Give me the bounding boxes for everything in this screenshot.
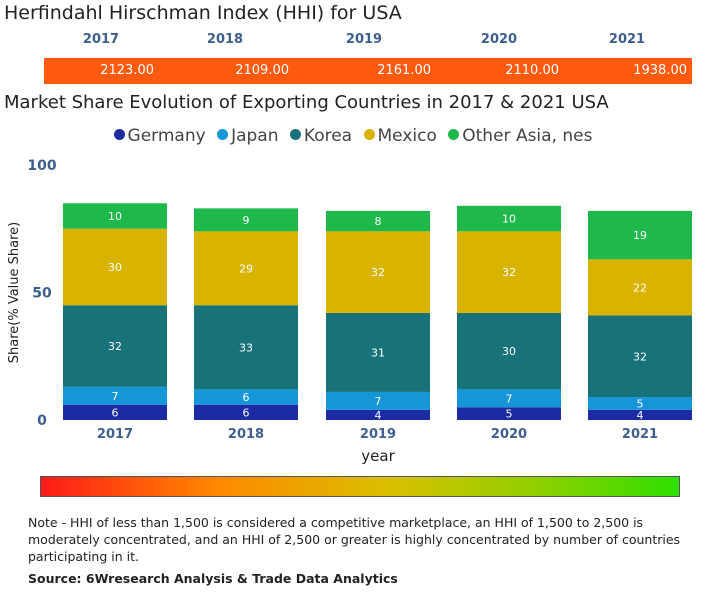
data-label: 31: [371, 346, 385, 359]
data-label: 30: [502, 345, 516, 358]
data-label: 6: [112, 406, 119, 419]
bar-segment: [588, 397, 692, 410]
legend-marker: [289, 128, 301, 140]
legend-label: Korea: [303, 126, 353, 146]
bar-segment: [326, 409, 430, 420]
y-tick-label: 0: [37, 413, 47, 429]
bar-segment: [63, 203, 167, 229]
bar-segment: [63, 305, 167, 387]
bar-segment: [63, 228, 167, 306]
bar-segment: [194, 208, 298, 232]
bar-segment: [326, 210, 430, 232]
legend-label: Japan: [231, 126, 279, 146]
hhi-value: 1938.00: [633, 63, 687, 78]
hhi-year-label: 2019: [345, 32, 383, 47]
legend-item-mexico: Mexico: [363, 126, 437, 146]
data-label: 32: [371, 266, 385, 279]
bar-segment: [588, 409, 692, 420]
legend-label: Mexico: [377, 126, 437, 146]
x-tick-label: 2020: [491, 427, 527, 442]
x-tick-label: 2021: [622, 427, 658, 442]
hhi-year-label: 2017: [82, 32, 120, 47]
data-label: 10: [502, 213, 516, 226]
legend-label: Other Asia, nes: [462, 126, 593, 146]
x-tick-label: 2019: [360, 427, 396, 442]
data-label: 10: [108, 210, 122, 223]
legend-marker: [448, 128, 460, 140]
chart-title: Market Share Evolution of Exporting Coun…: [4, 92, 609, 113]
bar-segment: [194, 389, 298, 405]
legend-item-germany: Germany: [113, 126, 206, 146]
data-label: 6: [243, 406, 250, 419]
bar-segment: [457, 231, 561, 313]
data-label: 4: [637, 409, 644, 422]
bar-segment: [326, 391, 430, 410]
data-label: 7: [506, 392, 513, 405]
y-tick-label: 100: [27, 158, 56, 174]
bar-segment: [457, 205, 561, 232]
data-label: 8: [375, 215, 382, 228]
data-label: 29: [239, 262, 253, 275]
bar-segment: [194, 404, 298, 420]
data-label: 30: [108, 261, 122, 274]
data-label: 5: [637, 397, 644, 410]
hhi-value-bar: 2123.00 2109.00 2161.00 2110.00 1938.00: [44, 58, 692, 84]
data-label: 32: [633, 350, 647, 363]
bar-segment: [326, 312, 430, 392]
y-tick-label: 50: [32, 286, 52, 302]
bar-segment: [63, 386, 167, 405]
chart-legend: Germany Japan Korea Mexico Other Asia, n…: [0, 126, 706, 150]
bar-segment: [588, 259, 692, 316]
data-label: 32: [502, 266, 516, 279]
stacked-bar-chart: 0 50 100 Share(% Value Share) 6 7 32 30 10 2017 6 6…: [7, 158, 692, 465]
bar-segment: [588, 210, 692, 260]
hhi-value: 2109.00: [235, 63, 289, 78]
legend-label: Germany: [127, 126, 206, 146]
bar-segment: [326, 231, 430, 313]
data-label: 6: [243, 391, 250, 404]
legend-marker: [217, 128, 229, 140]
data-label: 33: [239, 341, 253, 354]
bar-segment: [588, 315, 692, 398]
data-label: 4: [375, 409, 382, 422]
hhi-value: 2123.00: [100, 63, 154, 78]
legend-item-korea: Korea: [289, 126, 353, 146]
hhi-value: 2161.00: [377, 63, 431, 78]
footer-source: Source: 6Wresearch Analysis & Trade Data…: [28, 571, 398, 586]
data-label: 22: [633, 281, 647, 294]
footer-note: Note - HHI of less than 1,500 is conside…: [28, 515, 681, 564]
legend-item-other-asia: Other Asia, nes: [448, 126, 592, 146]
x-axis-label: year: [361, 447, 395, 465]
data-label: 5: [506, 408, 513, 421]
data-label: 7: [112, 390, 119, 403]
legend-marker: [113, 128, 125, 140]
hhi-year-label: 2021: [608, 32, 646, 47]
bar-segment: [194, 231, 298, 306]
bar-segment: [63, 404, 167, 420]
bar-segment: [457, 407, 561, 420]
hhi-color-scale: [40, 476, 680, 497]
legend-item-japan: Japan: [217, 126, 278, 146]
data-label: 9: [243, 214, 250, 227]
data-label: 7: [375, 395, 382, 408]
hhi-value: 2110.00: [505, 63, 559, 78]
data-label: 19: [633, 229, 647, 242]
hhi-year-label: 2020: [480, 32, 518, 47]
bar-segment: [457, 389, 561, 408]
hhi-year-row: 2017 2018 2019 2020 2021: [44, 32, 692, 50]
x-tick-label: 2017: [97, 427, 133, 442]
bar-segment: [194, 305, 298, 390]
x-tick-label: 2018: [228, 427, 264, 442]
hhi-year-label: 2018: [206, 32, 244, 47]
bar-segment: [457, 312, 561, 390]
y-axis-label: Share(% Value Share): [7, 222, 22, 364]
hhi-title: Herfindahl Hirschman Index (HHI) for USA: [4, 2, 402, 24]
legend-marker: [363, 128, 375, 140]
data-label: 32: [108, 340, 122, 353]
